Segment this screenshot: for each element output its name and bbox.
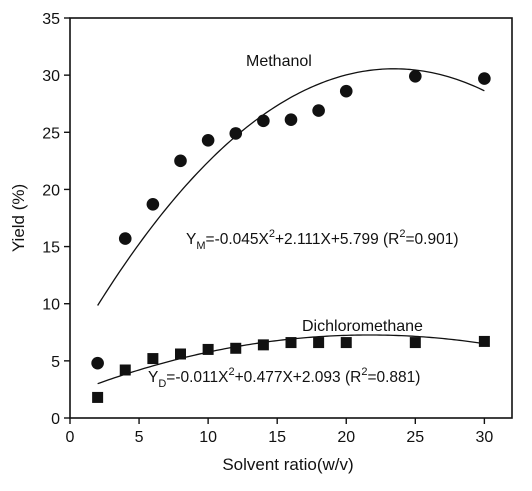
dichloromethane-point	[175, 348, 186, 360]
y-tick-label: 5	[51, 354, 60, 371]
dichloromethane-point	[230, 342, 242, 354]
dichloromethane-point	[409, 337, 421, 349]
methanol-point	[174, 154, 187, 168]
methanol-label: Methanol	[246, 53, 312, 70]
methanol-point	[201, 133, 215, 147]
dichloromethane-point	[285, 337, 297, 349]
y-tick-label: 10	[42, 297, 60, 314]
dichloromethane-point	[257, 339, 269, 351]
methanol-point	[229, 127, 243, 140]
dichloromethane-point	[478, 335, 490, 347]
dichloromethane-point	[119, 364, 131, 376]
x-tick-label: 15	[268, 429, 286, 446]
methanol-point	[284, 113, 298, 127]
methanol-point	[146, 197, 160, 211]
methanol-point	[478, 72, 491, 85]
x-tick-label: 20	[337, 429, 355, 446]
x-axis-title: Solvent ratio(w/v)	[222, 455, 353, 474]
y-tick-label: 35	[42, 11, 60, 28]
y-tick-label: 25	[42, 125, 60, 142]
dichloromethane-point	[340, 337, 352, 349]
plot-frame	[69, 17, 513, 419]
dichloromethane-point	[313, 337, 325, 349]
methanol-point	[312, 104, 325, 117]
dichloromethane-point	[147, 353, 159, 365]
dichloromethane-point	[92, 391, 104, 403]
x-tick-label: 30	[475, 429, 493, 446]
x-tick-label: 0	[66, 429, 75, 446]
y-tick-label: 0	[51, 411, 60, 428]
methanol-point	[339, 84, 353, 98]
y-axis-title: Yield (%)	[9, 184, 28, 252]
dichloromethane-label: Dichloromethane	[302, 318, 423, 335]
methanol-point	[91, 356, 104, 370]
y-tick-label: 20	[42, 182, 60, 199]
methanol-fit-curve	[97, 68, 485, 306]
dichloromethane-equation: YD=-0.011X2+0.477X+2.093 (R2=0.881)	[148, 366, 420, 390]
data-points	[91, 69, 491, 403]
axis-ticks: 0 5 10 15 20 25 30 0 5 10 15 20 25 30 35	[42, 11, 493, 446]
x-tick-label: 25	[406, 429, 424, 446]
methanol-point	[409, 69, 422, 83]
dichloromethane-point	[202, 343, 214, 355]
methanol-point	[118, 232, 132, 245]
methanol-point	[257, 114, 270, 128]
y-tick-label: 30	[42, 68, 60, 85]
methanol-equation: YM=-0.045X2+2.111X+5.799 (R2=0.901)	[186, 228, 459, 252]
x-tick-label: 10	[199, 429, 217, 446]
y-tick-label: 15	[42, 240, 60, 257]
x-tick-label: 5	[135, 429, 144, 446]
